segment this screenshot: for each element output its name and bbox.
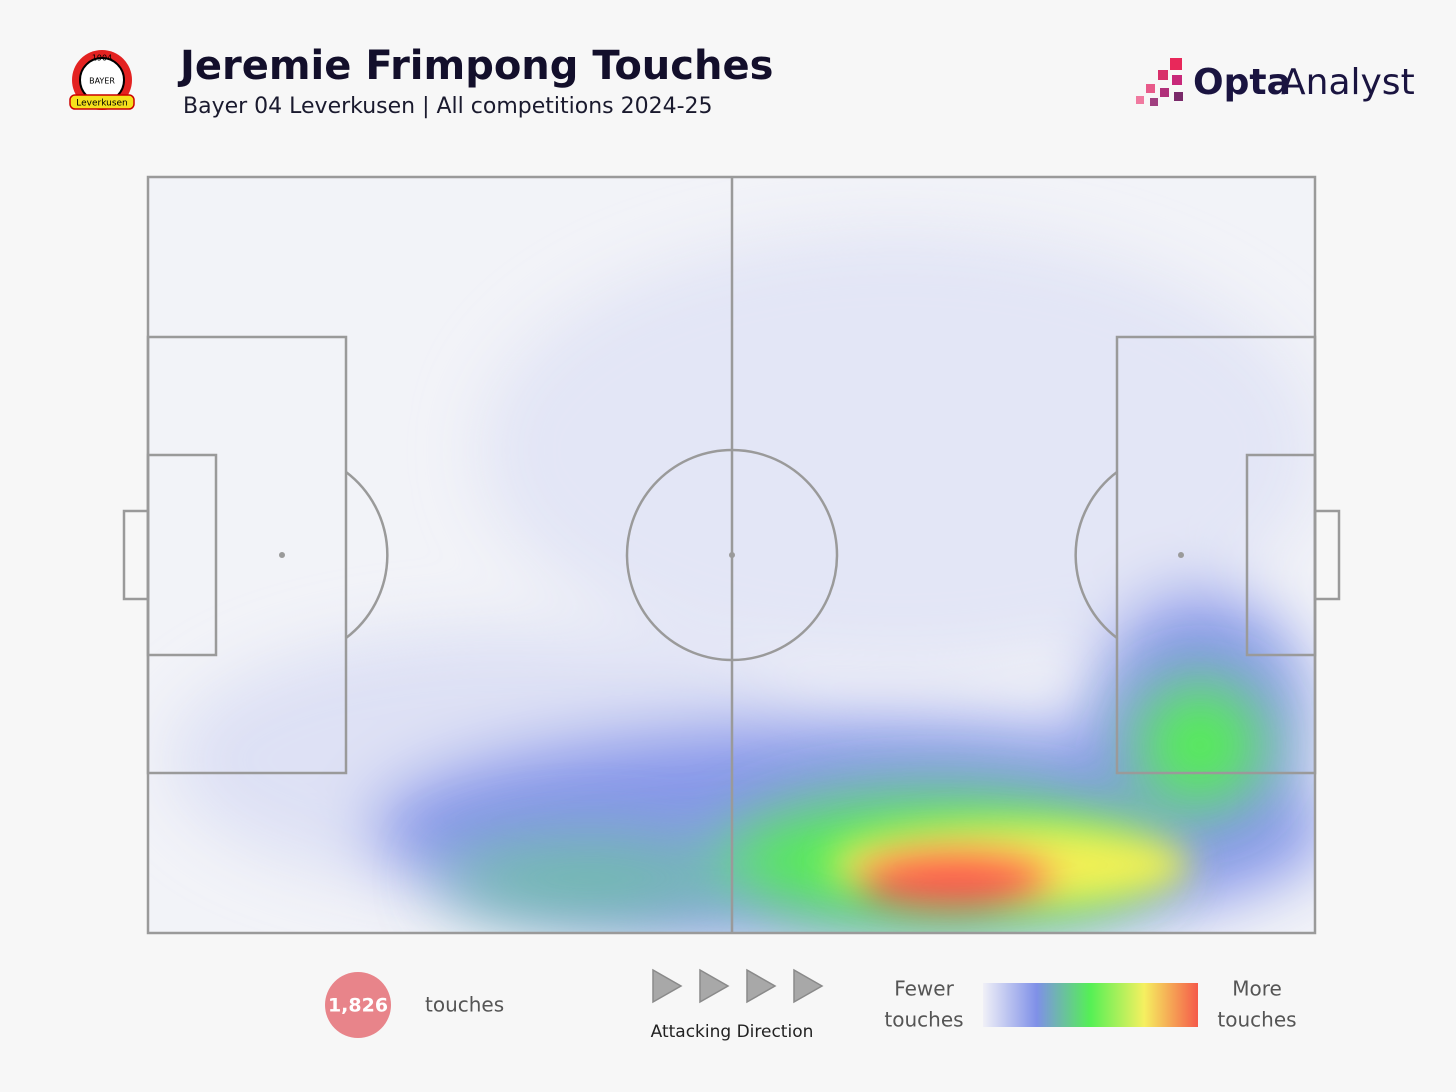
legend-high: More — [1232, 977, 1282, 1001]
legend-low: touches — [884, 1008, 963, 1032]
touches-label: touches — [425, 993, 504, 1017]
pitch-lines — [122, 175, 1341, 935]
subtitle: Bayer 04 Leverkusen | All competitions 2… — [183, 94, 713, 119]
badge-club: Leverkusen — [76, 99, 128, 109]
logo-light: Analyst — [1281, 62, 1415, 103]
direction-label: Attacking Direction — [651, 1022, 814, 1042]
legend-high: touches — [1217, 1008, 1296, 1032]
club-badge: 1904 BAYER Leverkusen — [69, 50, 135, 110]
title: Jeremie Frimpong Touches — [177, 43, 773, 89]
logo-bold: Opta — [1193, 62, 1291, 103]
direction-arrows — [652, 968, 824, 1004]
legend-low: Fewer — [894, 977, 954, 1001]
legend-gradient — [983, 983, 1198, 1027]
touches-badge — [325, 972, 391, 1038]
badge-year: 1904 — [92, 54, 112, 63]
opta-logo: Opta Analyst — [1136, 58, 1415, 106]
badge-name: BAYER — [89, 77, 115, 86]
touches-count: 1,826 — [328, 995, 388, 1017]
heatmap — [170, 230, 1315, 933]
